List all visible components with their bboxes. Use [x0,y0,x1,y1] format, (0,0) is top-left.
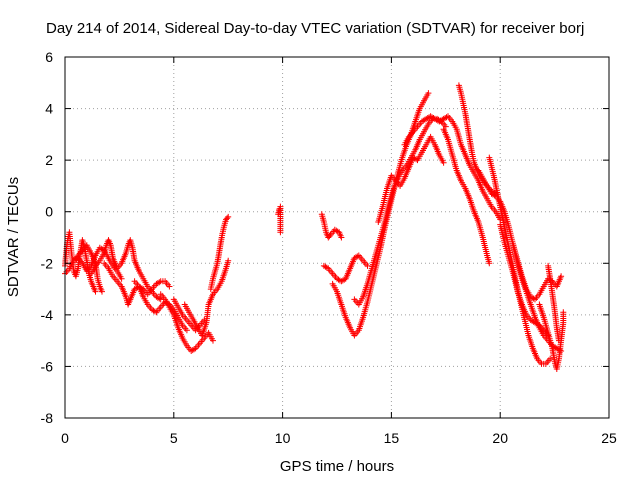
data-point [560,309,567,316]
y-tick-label: -2 [41,255,54,271]
data-point [183,327,190,334]
plot-frame [64,56,610,419]
x-tick-label: 15 [384,430,400,446]
y-tick-label: 6 [45,49,53,65]
y-tick-label: -6 [41,358,54,374]
y-tick-label: 2 [45,152,53,168]
data-point [556,337,562,344]
data-point [210,337,216,344]
y-tick-label: -4 [41,307,54,323]
data-point [364,262,371,269]
data-point [92,288,99,295]
data-point [425,90,432,97]
data-point [224,215,231,222]
chart-title: Day 214 of 2014, Sidereal Day-to-day VTE… [46,20,584,37]
y-tick-label: -8 [41,410,54,426]
x-tick-label: 5 [170,430,178,446]
data-point [491,192,498,199]
y-tick-labels: -8 -6 -4 -2 0 2 4 6 [41,49,54,426]
data-point [486,260,493,267]
grid-lines [65,57,609,418]
data-point [338,234,345,241]
y-axis-label: SDTVAR / TECUs [5,177,22,297]
data-point [166,283,173,290]
x-tick-labels: 0 5 10 15 20 25 [61,430,617,446]
data-point [530,295,537,302]
data-point [156,295,163,302]
data-point [277,229,284,236]
x-tick-label: 20 [492,430,508,446]
x-tick-label: 10 [275,430,291,446]
axis-ticks [64,56,610,419]
data-point [225,213,232,220]
y-tick-label: 4 [45,101,53,117]
data-point [118,275,125,282]
x-tick-label: 0 [61,430,69,446]
x-axis-label: GPS time / hours [280,458,394,475]
data-point [547,355,554,362]
x-tick-label: 25 [601,430,617,446]
data-point [156,279,163,286]
data-points [62,82,567,372]
data-point [225,257,232,264]
y-tick-label: 0 [45,204,53,220]
data-point [558,273,565,280]
data-point [99,288,105,295]
data-point [440,159,447,166]
